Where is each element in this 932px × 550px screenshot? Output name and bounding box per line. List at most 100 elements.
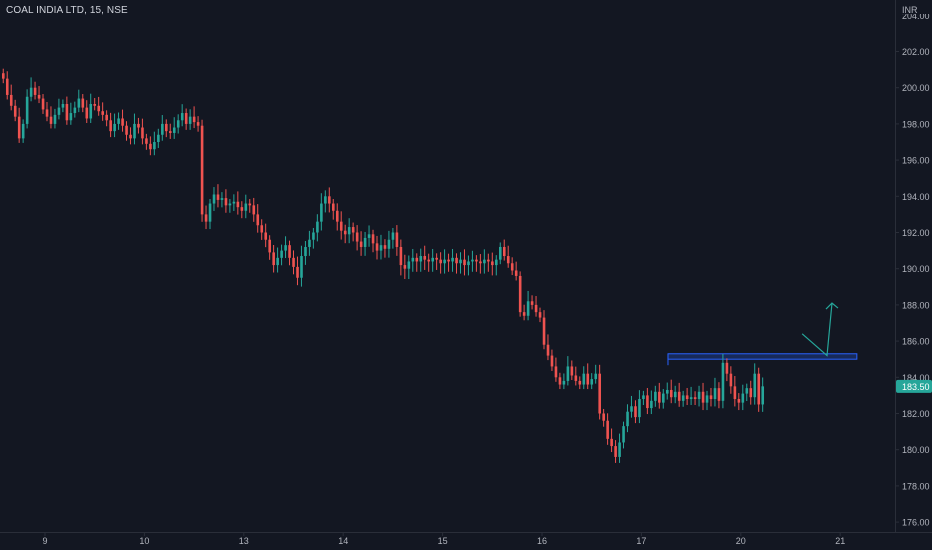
candle-body <box>443 259 446 264</box>
candle-body <box>335 210 339 222</box>
candle-body <box>121 118 124 126</box>
candle-body <box>379 245 383 251</box>
last-price-tag <box>896 379 932 393</box>
candle-body <box>57 107 61 115</box>
candle-body <box>248 203 252 206</box>
candle-body <box>375 243 379 251</box>
y-tick-label: 194.00 <box>902 192 930 202</box>
candle-body <box>669 389 673 398</box>
candle-body <box>240 207 244 211</box>
candle-body <box>172 127 176 133</box>
candle-body <box>328 196 331 204</box>
candle-body <box>49 116 53 124</box>
candle-body <box>650 400 653 409</box>
candle-body <box>594 373 598 380</box>
candle-body <box>97 105 101 112</box>
candle-body <box>510 263 514 271</box>
candle-body <box>550 355 554 367</box>
candle-body <box>471 259 474 262</box>
candle-body <box>638 399 641 418</box>
candle-body <box>157 134 160 142</box>
candle-body <box>161 123 164 135</box>
candle-body <box>407 261 411 269</box>
candle-body <box>280 250 283 258</box>
candle-body <box>610 438 613 447</box>
candle-body <box>546 344 550 356</box>
candle-body <box>495 259 498 266</box>
candle-body <box>646 395 649 409</box>
last-price-label: 183.50 <box>902 382 930 392</box>
candle-body <box>439 259 442 264</box>
candle-body <box>264 232 268 240</box>
candle-body <box>208 203 212 222</box>
candle-body <box>566 366 570 381</box>
candle-body <box>626 411 629 427</box>
candle-body <box>642 395 645 400</box>
y-tick-label: 188.00 <box>902 300 930 310</box>
candle-body <box>332 203 335 211</box>
candle-body <box>526 301 530 316</box>
y-tick-label: 202.00 <box>902 47 930 57</box>
candle-body <box>387 239 391 249</box>
candle-body <box>339 221 343 231</box>
candle-body <box>292 257 295 267</box>
candle-body <box>9 94 13 106</box>
candle-body <box>658 391 661 403</box>
candle-body <box>574 375 578 381</box>
candle-body <box>435 257 438 260</box>
candle-body <box>73 107 77 114</box>
candle-body <box>395 232 399 247</box>
projection-arrow-head <box>825 302 839 310</box>
candle-body <box>459 259 462 264</box>
candle-body <box>141 127 144 139</box>
candle-body <box>733 386 737 400</box>
candle-body <box>665 389 669 394</box>
candle-body <box>499 246 502 260</box>
candle-body <box>463 259 466 266</box>
candle-body <box>479 261 482 264</box>
candle-body <box>65 103 69 121</box>
candle-body <box>300 256 303 278</box>
candle-body <box>654 391 657 401</box>
candle-body <box>153 142 156 150</box>
candle-body <box>761 386 765 405</box>
currency-label: INR <box>902 5 918 15</box>
y-tick-label: 198.00 <box>902 119 930 129</box>
candle-body <box>53 114 57 124</box>
candle-body <box>85 107 89 119</box>
candle-body <box>367 234 371 238</box>
y-tick-label: 182.00 <box>902 409 930 419</box>
candle-body <box>228 203 232 206</box>
candle-body <box>29 87 33 97</box>
candle-body <box>176 120 180 128</box>
candle-body <box>522 312 526 316</box>
candle-body <box>538 312 542 318</box>
candle-body <box>308 239 311 247</box>
annotation-layer <box>667 302 858 366</box>
x-tick-label: 13 <box>239 536 249 546</box>
x-tick-label: 14 <box>338 536 348 546</box>
y-tick-label: 176.00 <box>902 518 930 528</box>
candle-body <box>168 131 172 133</box>
x-tick-label: 17 <box>636 536 646 546</box>
candle-body <box>184 113 188 124</box>
candle-body <box>165 123 168 132</box>
candle-body <box>45 109 49 117</box>
candle-body <box>343 230 347 235</box>
candle-body <box>81 98 85 108</box>
candle-body <box>590 379 594 385</box>
candle-body <box>662 393 665 403</box>
candle-body <box>487 259 490 262</box>
candle-body <box>622 426 625 443</box>
candle-body <box>371 234 375 244</box>
candle-body <box>467 261 470 266</box>
candle-body <box>514 270 518 276</box>
candle-body <box>451 257 454 262</box>
candle-body <box>212 194 216 204</box>
candle-body <box>399 246 403 266</box>
candle-body <box>137 123 140 128</box>
candle-body <box>431 257 435 262</box>
candle-body <box>502 246 506 257</box>
